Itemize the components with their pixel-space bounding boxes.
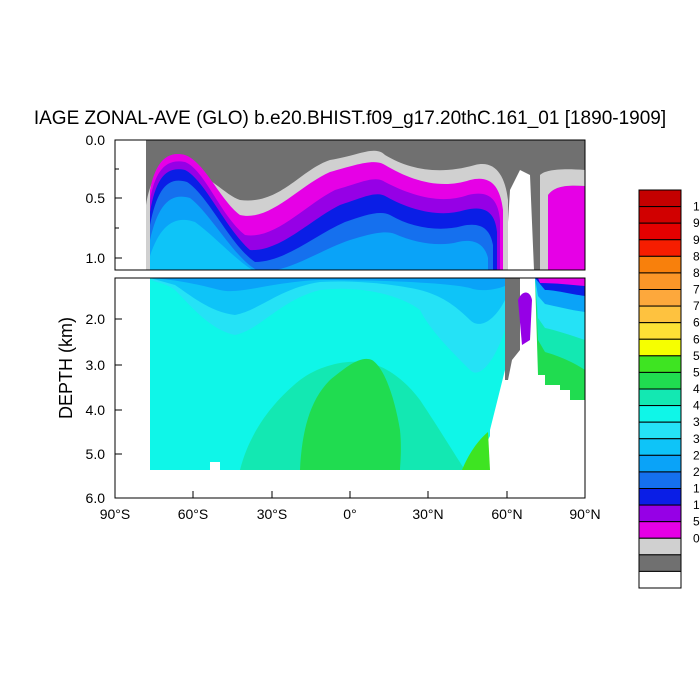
y-tick-label: 4.0 (86, 402, 106, 418)
colorbar-swatch (638, 189, 682, 208)
colorbar-label: 9 (693, 233, 700, 247)
y-tick-label: 6.0 (86, 490, 106, 506)
colorbar (638, 189, 682, 589)
colorbar-label: 2 (693, 465, 700, 479)
y-tick-label: 5.0 (86, 446, 106, 462)
colorbar-label: 2 (693, 448, 700, 462)
colorbar-swatch (638, 438, 682, 456)
colorbar-labels: 1 9 9 8 8 7 7 6 6 5 5 4 4 3 3 2 2 1 1 5 0 (693, 200, 700, 546)
contour-arctic-grey (505, 278, 520, 380)
contour-arctic-1-lower (538, 278, 585, 286)
contour-5-5 (462, 432, 490, 470)
colorbar-label: 5 (693, 515, 700, 529)
colorbar-label: 3 (693, 432, 700, 446)
colorbar-swatch (638, 488, 682, 506)
contour-3-5 (150, 219, 253, 270)
chart-title: IAGE ZONAL-AVE (GLO) b.e20.BHIST.f09_g17… (33, 108, 667, 129)
colorbar-label: 7 (693, 283, 700, 297)
colorbar-swatch (638, 471, 682, 490)
lower-panel (115, 278, 585, 498)
upper-panel (115, 140, 585, 270)
colorbar-swatch (638, 454, 682, 473)
colorbar-swatch (638, 371, 682, 390)
colorbar-label: 0 (693, 531, 700, 545)
x-tick-label: 60°N (491, 506, 522, 522)
x-tick-label: 30°N (412, 506, 443, 522)
colorbar-label: 3 (693, 415, 700, 429)
colorbar-label: 9 (693, 216, 700, 230)
y-tick-label: 2.0 (86, 311, 106, 327)
y-axis-upper (115, 139, 122, 259)
contour-arctic-0-5 (540, 169, 585, 270)
colorbar-swatch (638, 289, 682, 307)
y-axis-lower (115, 318, 122, 499)
contour-arctic-1 (548, 185, 585, 270)
colorbar-swatch (638, 255, 682, 274)
x-tick-label: 90°S (100, 506, 131, 522)
colorbar-swatch (638, 504, 682, 523)
colorbar-swatch (638, 421, 682, 440)
x-tick-label: 60°S (178, 506, 209, 522)
contour-3 (150, 196, 488, 270)
colorbar-label: 1 (693, 482, 700, 496)
contour-5 (300, 358, 401, 470)
colorbar-label: 5 (693, 349, 700, 363)
colorbar-label: 1 (693, 200, 700, 214)
colorbar-swatch (638, 388, 682, 407)
colorbar-swatch (638, 338, 682, 357)
colorbar-label: 8 (693, 266, 700, 280)
x-axis (114, 491, 586, 498)
contour-arctic-purple (518, 292, 532, 345)
colorbar-label: 6 (693, 332, 700, 346)
colorbar-swatch (638, 554, 682, 572)
x-tick-label: 30°S (257, 506, 288, 522)
x-tick-label: 90°N (569, 506, 600, 522)
y-tick-label: 3.0 (86, 357, 106, 373)
colorbar-swatch (638, 521, 682, 539)
colorbar-swatch (638, 405, 682, 423)
colorbar-label: 7 (693, 299, 700, 313)
colorbar-swatch (638, 305, 682, 324)
y-tick-label: 1.0 (86, 250, 106, 266)
colorbar-label: 4 (693, 399, 700, 413)
y-axis-title: DEPTH (km) (56, 317, 76, 419)
colorbar-label: 4 (693, 382, 700, 396)
colorbar-swatch (638, 355, 682, 373)
colorbar-swatch (638, 570, 682, 589)
upper-panel-frame (114, 139, 586, 271)
y-tick-label: 0.5 (86, 190, 106, 206)
colorbar-swatch (638, 206, 682, 224)
colorbar-label: 5 (693, 365, 700, 379)
colorbar-swatch (638, 272, 682, 291)
colorbar-swatch (638, 322, 682, 340)
contour-3-lower (150, 278, 505, 292)
colorbar-swatch (638, 537, 682, 556)
colorbar-swatch (638, 239, 682, 257)
y-tick-label: 0.0 (86, 132, 106, 148)
colorbar-label: 1 (693, 498, 700, 512)
colorbar-label: 6 (693, 316, 700, 330)
colorbar-swatch (638, 222, 682, 241)
colorbar-label: 8 (693, 249, 700, 263)
x-tick-label: 0° (343, 506, 356, 522)
